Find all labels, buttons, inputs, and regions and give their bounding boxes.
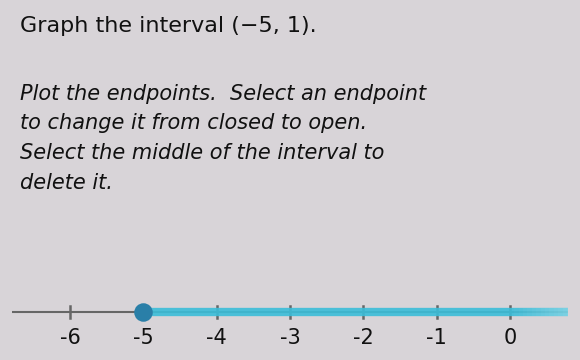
- Text: -3: -3: [280, 328, 300, 347]
- Text: -5: -5: [133, 328, 154, 347]
- Text: -6: -6: [60, 328, 81, 347]
- Text: -1: -1: [426, 328, 447, 347]
- Text: 0: 0: [503, 328, 516, 347]
- Text: Graph the interval (−5, 1).: Graph the interval (−5, 1).: [20, 16, 317, 36]
- Point: [139, 309, 148, 315]
- Text: -2: -2: [353, 328, 374, 347]
- Text: -4: -4: [206, 328, 227, 347]
- Text: Plot the endpoints.  Select an endpoint
to change it from closed to open.
Select: Plot the endpoints. Select an endpoint t…: [20, 84, 426, 193]
